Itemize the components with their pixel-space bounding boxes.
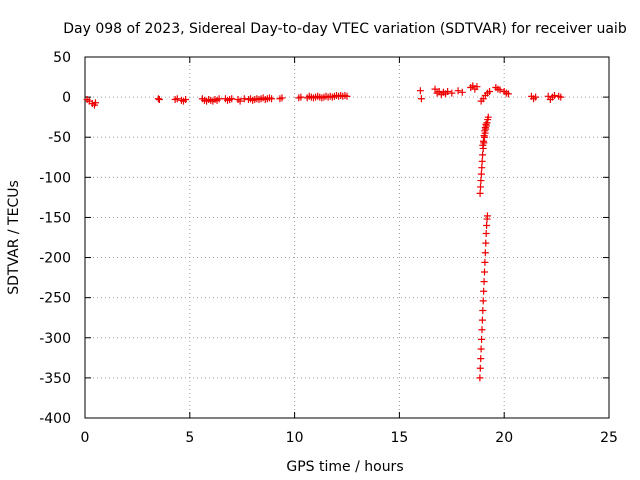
data-point: [479, 151, 487, 159]
data-point: [155, 96, 163, 104]
data-point: [480, 268, 488, 276]
data-point: [477, 170, 485, 178]
data-point: [268, 95, 276, 103]
data-point: [477, 177, 485, 185]
data-points: [83, 82, 565, 382]
data-point: [483, 221, 491, 229]
x-tick-label: 20: [495, 430, 513, 446]
data-point: [417, 95, 425, 103]
data-point: [476, 374, 484, 382]
data-point: [478, 157, 486, 165]
data-point: [240, 95, 248, 103]
data-point: [551, 92, 559, 100]
data-point: [416, 87, 424, 95]
plot-frame: [84, 56, 610, 419]
data-point: [479, 137, 487, 145]
data-point: [480, 287, 488, 295]
data-point: [215, 95, 223, 103]
data-point: [482, 239, 490, 247]
data-point: [173, 95, 181, 103]
data-point: [481, 124, 489, 132]
data-point: [480, 132, 488, 140]
y-tick-label: -400: [39, 411, 71, 427]
x-tick-label: 10: [286, 430, 304, 446]
y-tick-label: 0: [62, 90, 71, 106]
y-tick-label: -250: [39, 291, 71, 307]
data-point: [477, 345, 485, 353]
data-point: [484, 113, 492, 121]
data-point: [532, 93, 540, 101]
data-point: [481, 249, 489, 257]
data-point: [228, 95, 236, 103]
data-point: [182, 96, 190, 104]
data-point: [476, 364, 484, 372]
data-point: [482, 120, 490, 128]
data-point: [483, 119, 491, 127]
data-point: [481, 258, 489, 266]
data-point: [483, 212, 491, 220]
y-axis-label: SDTVAR / TECUs: [6, 180, 22, 295]
data-point: [557, 93, 565, 101]
data-point: [343, 92, 351, 100]
y-tick-label: -100: [39, 170, 71, 186]
x-tick-label: 15: [390, 430, 408, 446]
data-point: [479, 141, 487, 149]
data-point: [448, 89, 456, 97]
data-point: [478, 335, 486, 343]
y-tick-label: -300: [39, 331, 71, 347]
y-tick-label: 50: [53, 50, 71, 66]
axis-ticks: 0 5 10 15 20 25 50 0 -50 -100 -150 -200 -250 -300 -350…: [39, 50, 618, 446]
data-point: [473, 83, 481, 91]
data-point: [444, 87, 452, 95]
grid-lines: [85, 57, 609, 418]
y-tick-label: -350: [39, 371, 71, 387]
data-point: [481, 127, 489, 135]
data-point: [482, 229, 490, 237]
data-point: [454, 87, 462, 95]
data-point: [480, 278, 488, 286]
data-point: [297, 93, 305, 101]
data-point: [154, 95, 162, 103]
y-tick-label: -150: [39, 210, 71, 226]
data-point: [479, 307, 487, 315]
data-point: [431, 85, 439, 93]
y-tick-label: -50: [48, 130, 71, 146]
data-point: [478, 164, 486, 172]
data-point: [479, 297, 487, 305]
data-point: [478, 326, 486, 334]
x-tick-label: 5: [185, 430, 194, 446]
x-axis-label: GPS time / hours: [286, 459, 403, 475]
data-point: [91, 99, 99, 107]
data-point: [458, 88, 466, 96]
y-tick-label: -200: [39, 251, 71, 267]
chart-title: Day 098 of 2023, Sidereal Day-to-day VTE…: [63, 21, 627, 37]
data-point: [504, 90, 512, 98]
data-point: [478, 316, 486, 324]
data-point: [236, 97, 244, 105]
data-point: [477, 183, 485, 191]
x-tick-label: 25: [600, 430, 618, 446]
x-tick-label: 0: [81, 430, 90, 446]
data-point: [476, 189, 484, 197]
data-point: [496, 86, 504, 94]
data-point: [278, 94, 286, 102]
data-point: [486, 87, 494, 95]
data-point: [477, 355, 485, 363]
